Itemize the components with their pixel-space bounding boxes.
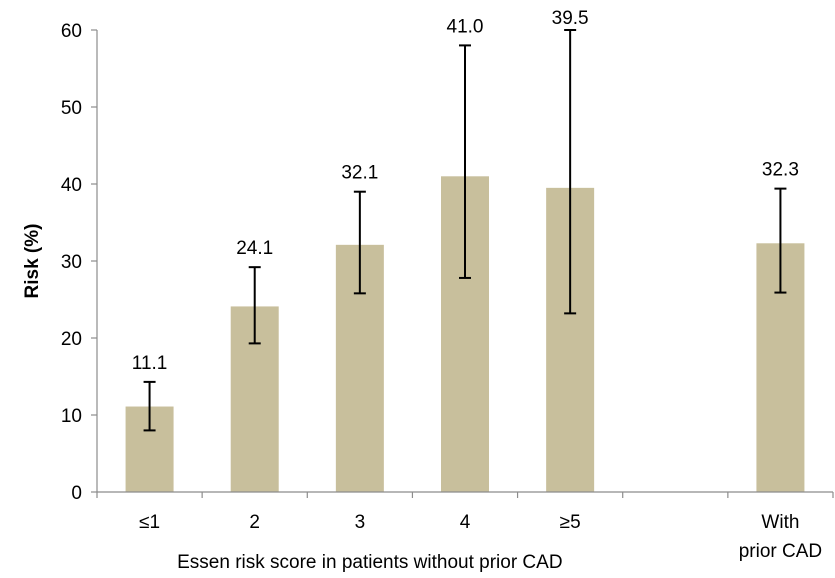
y-tick-label: 30 — [61, 252, 82, 273]
x-ticks-layer: ≤1 2 3 4 ≥5 With prior CAD — [96, 492, 834, 562]
error-bar — [353, 190, 366, 295]
y-tick-label: 0 — [71, 483, 82, 504]
data-label: 32.1 — [341, 163, 378, 184]
x-tick-label: ≥5 — [560, 512, 581, 533]
x-tick-label: With prior CAD — [739, 512, 822, 562]
error-bar — [774, 187, 787, 294]
x-tick-label: 4 — [460, 512, 471, 533]
data-label: 39.5 — [552, 8, 589, 29]
y-axis-title: Risk (%) — [22, 224, 43, 299]
y-tick-label: 10 — [61, 406, 82, 427]
error-bar — [459, 44, 471, 279]
x-tick-label: 3 — [355, 512, 366, 533]
y-ticks-layer: 0 10 20 30 40 50 60 — [61, 21, 97, 504]
x-tick-label: ≤1 — [139, 512, 160, 533]
x-tick-label: 2 — [249, 512, 260, 533]
error-bars-layer — [143, 29, 787, 432]
data-labels-layer: 11.1 24.1 32.1 41.0 39.5 32.3 — [132, 8, 799, 374]
data-label: 41.0 — [447, 16, 484, 37]
y-tick-label: 60 — [61, 21, 82, 42]
y-tick-label: 50 — [61, 98, 82, 119]
data-label: 32.3 — [762, 160, 799, 181]
error-bar — [564, 29, 577, 315]
error-bar — [248, 266, 261, 345]
x-axis-title: Essen risk score in patients without pri… — [177, 552, 562, 573]
y-tick-label: 20 — [61, 329, 82, 350]
error-bar — [143, 380, 156, 432]
data-label: 24.1 — [236, 238, 273, 259]
y-tick-label: 40 — [61, 175, 82, 196]
data-label: 11.1 — [132, 353, 168, 374]
